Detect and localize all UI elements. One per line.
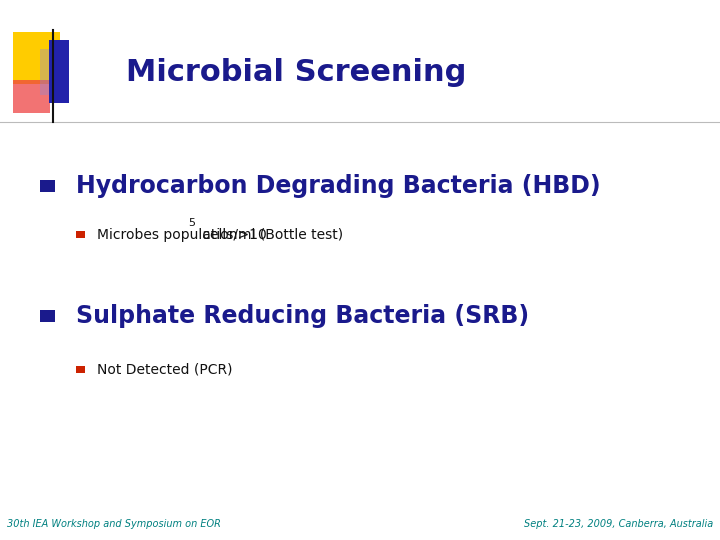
Bar: [40, 49, 61, 94]
Text: Not Detected (PCR): Not Detected (PCR): [97, 363, 233, 377]
Text: Microbial Screening: Microbial Screening: [126, 58, 467, 87]
Bar: [13, 80, 50, 113]
Text: Hydrocarbon Degrading Bacteria (HBD): Hydrocarbon Degrading Bacteria (HBD): [76, 174, 600, 198]
Text: Sept. 21-23, 2009, Canberra, Australia: Sept. 21-23, 2009, Canberra, Australia: [523, 519, 713, 529]
Bar: [76, 366, 85, 374]
Text: Sulphate Reducing Bacteria (SRB): Sulphate Reducing Bacteria (SRB): [76, 304, 528, 328]
Text: 5: 5: [189, 218, 195, 228]
Text: Microbes population>10: Microbes population>10: [97, 228, 267, 242]
Bar: [40, 310, 55, 322]
Bar: [76, 232, 85, 239]
Text: 30th IEA Workshop and Symposium on EOR: 30th IEA Workshop and Symposium on EOR: [7, 519, 221, 529]
Bar: [49, 40, 69, 103]
Bar: [13, 32, 60, 84]
Text: cells/ml (Bottle test): cells/ml (Bottle test): [197, 228, 343, 242]
Bar: [40, 180, 55, 192]
